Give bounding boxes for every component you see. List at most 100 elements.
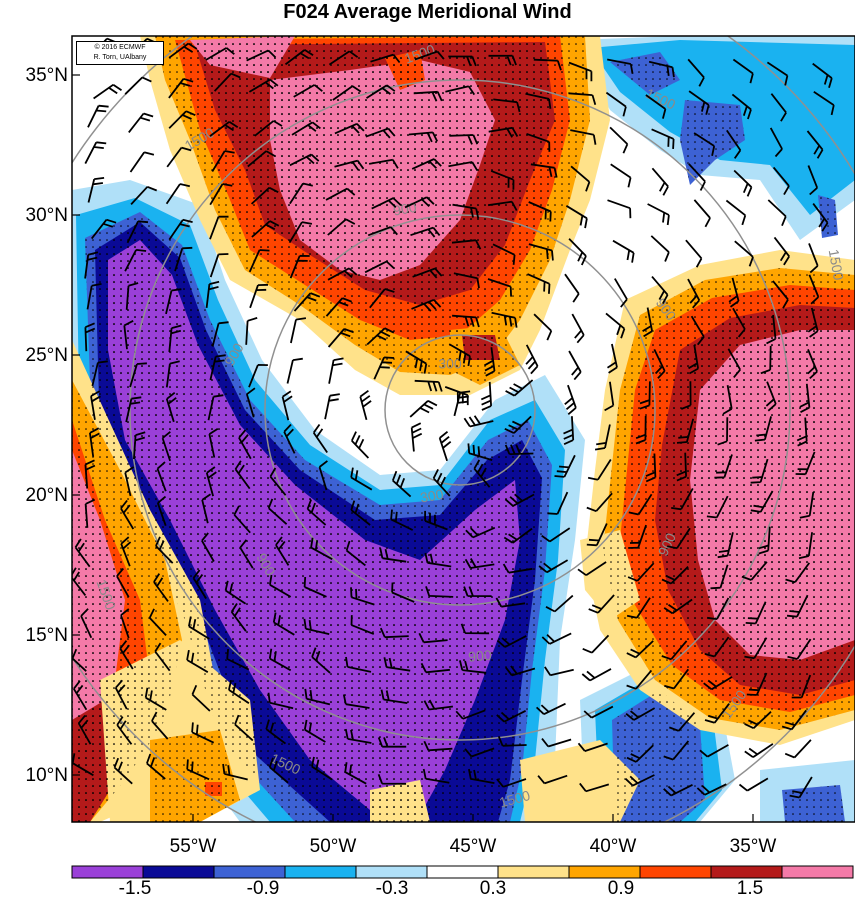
wind-barb <box>350 467 373 491</box>
wind-barb <box>283 423 296 454</box>
wind-barb <box>528 243 554 261</box>
wind-barb <box>541 632 572 645</box>
wind-barb <box>639 381 651 410</box>
wind-barb <box>211 150 235 172</box>
stipple-region <box>385 50 425 90</box>
wind-barb <box>89 427 100 457</box>
wind-barb <box>488 126 519 138</box>
wind-barb <box>731 93 752 120</box>
wind-barb <box>473 459 491 488</box>
lon-label-50w: 50°W <box>309 836 357 857</box>
wind-barb <box>533 58 562 71</box>
wind-barb <box>165 183 191 205</box>
wind-barb <box>706 495 729 519</box>
wind-barb <box>205 47 235 61</box>
wind-barb <box>233 505 251 534</box>
wind-barb <box>248 249 270 273</box>
wind-barb <box>704 703 730 724</box>
colorbar-swatch <box>213 865 286 879</box>
wind-barb <box>238 429 252 460</box>
significance-stippling <box>72 36 855 822</box>
wind-barb <box>647 203 670 226</box>
wind-barb <box>808 274 820 305</box>
wind-barb <box>444 386 469 406</box>
wind-barb <box>228 680 250 704</box>
wind-barb <box>249 283 269 309</box>
wind-barb <box>267 498 288 525</box>
wind-barb <box>766 314 777 345</box>
wind-barb <box>201 532 215 562</box>
wind-barb <box>328 357 344 384</box>
wind-barb <box>773 236 790 266</box>
stipple-region <box>108 240 520 815</box>
wind-barb <box>84 322 96 352</box>
colorbar-label-1-5: 1.5 <box>736 878 764 899</box>
wind-barb <box>609 126 629 154</box>
wind-barb <box>410 226 441 238</box>
wind-barb <box>732 307 746 338</box>
wind-barb <box>605 312 626 339</box>
stipple-region <box>72 450 125 790</box>
wind-barb <box>744 637 768 660</box>
wind-barb <box>703 676 733 691</box>
wind-barb <box>495 597 526 608</box>
wind-barb <box>350 615 375 635</box>
stipple-region <box>190 36 295 78</box>
wind-barb <box>226 649 250 671</box>
wind-barb <box>290 317 307 344</box>
wind-barb <box>192 569 207 599</box>
wind-barb <box>807 165 819 196</box>
wind-barb <box>717 532 734 559</box>
wind-barb <box>728 277 740 308</box>
wind-barb <box>452 314 480 328</box>
wind-barb <box>126 220 149 244</box>
stipple-region <box>690 330 855 660</box>
wind-barb <box>571 313 585 344</box>
colorbar-swatch <box>497 865 570 879</box>
wind-barb <box>487 278 512 297</box>
wind-barb <box>209 354 226 381</box>
wind-barb <box>650 235 670 262</box>
lat-label-10n: 10°N <box>25 765 68 786</box>
wind-barb <box>568 350 582 381</box>
wind-barb <box>526 132 551 152</box>
wind-barb <box>605 91 627 117</box>
wind-barb <box>688 163 706 191</box>
colorbar-swatch <box>284 865 357 879</box>
wind-barb <box>460 623 490 635</box>
wind-barb <box>796 417 808 447</box>
wind-barb <box>687 58 705 87</box>
wind-barb <box>734 240 754 267</box>
wind-barb <box>93 83 123 100</box>
wind-barb <box>366 84 396 99</box>
contour-label: 1500 <box>826 248 847 282</box>
wind-barb <box>246 49 277 62</box>
wind-barb <box>265 719 287 745</box>
wind-barb <box>799 383 811 413</box>
wind-barb <box>422 768 450 784</box>
wind-barb <box>687 278 701 309</box>
wind-barb <box>781 709 807 731</box>
wind-barb <box>624 774 655 787</box>
wind-barb <box>789 776 813 799</box>
wind-barb <box>365 127 396 139</box>
wind-barb <box>627 562 655 582</box>
wind-barb <box>745 601 767 625</box>
wind-barb <box>234 460 251 490</box>
wind-barb <box>409 400 438 418</box>
wind-barb <box>410 422 423 452</box>
wind-barb <box>464 747 495 758</box>
wind-barb <box>732 58 754 84</box>
wind-barb <box>541 738 572 748</box>
wind-barb <box>448 343 471 367</box>
wind-barb <box>604 381 615 412</box>
colorbar-label-0-3: 0.3 <box>479 878 507 899</box>
wind-barb <box>661 640 688 661</box>
wind-barb <box>120 608 130 639</box>
wind-barb <box>784 739 812 759</box>
wind-barb <box>483 347 496 377</box>
wind-barb <box>412 267 443 279</box>
wind-barb <box>568 238 587 266</box>
wind-barb <box>230 603 247 632</box>
wind-barb <box>269 574 292 598</box>
